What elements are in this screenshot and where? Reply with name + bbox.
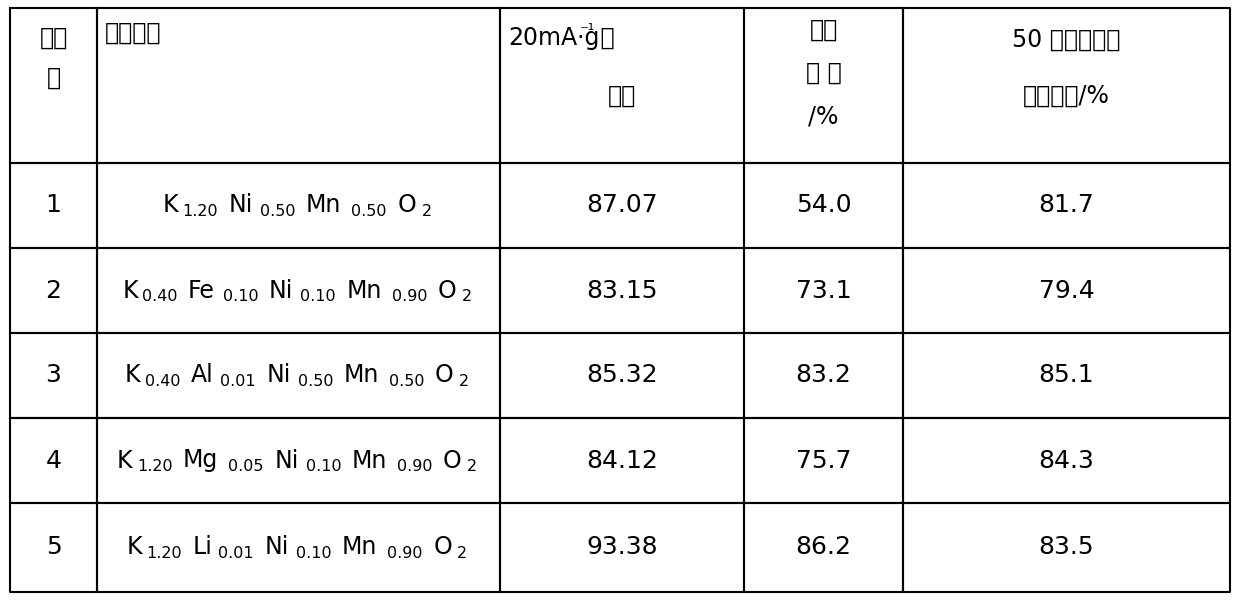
- Text: 2: 2: [467, 459, 477, 474]
- Text: Mn: Mn: [352, 449, 387, 473]
- Text: 85.1: 85.1: [1039, 364, 1095, 388]
- Text: 0.01: 0.01: [221, 374, 255, 389]
- Text: O: O: [438, 278, 456, 302]
- Text: 84.12: 84.12: [587, 449, 658, 473]
- Text: K: K: [125, 364, 140, 388]
- Text: /%: /%: [808, 104, 838, 128]
- Text: 容量: 容量: [608, 84, 636, 108]
- Text: 3: 3: [46, 364, 62, 388]
- Text: 81.7: 81.7: [1039, 193, 1095, 217]
- Text: 84.3: 84.3: [1039, 449, 1095, 473]
- Text: 83.15: 83.15: [587, 278, 657, 302]
- Text: 效 率: 效 率: [806, 61, 842, 85]
- Text: 例: 例: [46, 66, 61, 90]
- Text: 83.2: 83.2: [796, 364, 852, 388]
- Text: 86.2: 86.2: [796, 535, 852, 559]
- Text: O: O: [433, 535, 451, 559]
- Text: Al: Al: [191, 364, 213, 388]
- Text: Li: Li: [192, 535, 212, 559]
- Text: K: K: [117, 449, 133, 473]
- Text: 1: 1: [46, 193, 62, 217]
- Text: Ni: Ni: [264, 535, 289, 559]
- Text: 4: 4: [46, 449, 62, 473]
- Text: 量保持率/%: 量保持率/%: [1023, 84, 1110, 108]
- Text: 0.50: 0.50: [351, 204, 387, 219]
- Text: 2: 2: [46, 278, 62, 302]
- Text: 1.20: 1.20: [146, 546, 182, 561]
- Text: 79.4: 79.4: [1039, 278, 1095, 302]
- Text: Mn: Mn: [306, 193, 341, 217]
- Text: 75.7: 75.7: [796, 449, 851, 473]
- Text: 50 循环后的容: 50 循环后的容: [1012, 28, 1121, 52]
- Text: O: O: [397, 193, 417, 217]
- Text: 库伦: 库伦: [810, 18, 838, 42]
- Text: 93.38: 93.38: [587, 535, 657, 559]
- Text: Ni: Ni: [269, 278, 293, 302]
- Text: 0.10: 0.10: [223, 289, 258, 304]
- Text: 0.05: 0.05: [228, 459, 264, 474]
- Text: 2: 2: [422, 204, 432, 219]
- Text: Fe: Fe: [188, 278, 215, 302]
- Text: 0.50: 0.50: [298, 374, 334, 389]
- Text: 20mA·g: 20mA·g: [508, 26, 599, 50]
- Text: 0.10: 0.10: [296, 546, 331, 561]
- Text: 1.20: 1.20: [136, 459, 172, 474]
- Text: 85.32: 85.32: [587, 364, 657, 388]
- Text: Mn: Mn: [342, 535, 377, 559]
- Text: 0.10: 0.10: [305, 459, 341, 474]
- Text: 0.40: 0.40: [145, 374, 181, 389]
- Text: Ni: Ni: [267, 364, 290, 388]
- Text: 0.40: 0.40: [143, 289, 177, 304]
- Text: 0.50: 0.50: [389, 374, 424, 389]
- Text: 0.50: 0.50: [260, 204, 295, 219]
- Text: 2: 2: [458, 546, 467, 561]
- Text: O: O: [443, 449, 461, 473]
- Text: 83.5: 83.5: [1039, 535, 1095, 559]
- Text: 的: 的: [593, 26, 615, 50]
- Text: 0.10: 0.10: [300, 289, 336, 304]
- Text: 2: 2: [459, 374, 469, 389]
- Text: Mg: Mg: [182, 449, 218, 473]
- Text: 0.01: 0.01: [218, 546, 254, 561]
- Text: 2: 2: [461, 289, 472, 304]
- Text: Ni: Ni: [228, 193, 253, 217]
- Text: 73.1: 73.1: [796, 278, 852, 302]
- Text: ⁻¹: ⁻¹: [580, 22, 595, 40]
- Text: 5: 5: [46, 535, 61, 559]
- Text: 材料组成: 材料组成: [105, 21, 161, 45]
- Text: Mn: Mn: [343, 364, 378, 388]
- Text: 54.0: 54.0: [796, 193, 852, 217]
- Text: 87.07: 87.07: [587, 193, 657, 217]
- Text: Ni: Ni: [274, 449, 299, 473]
- Text: K: K: [162, 193, 179, 217]
- Text: 1.20: 1.20: [182, 204, 218, 219]
- Text: Mn: Mn: [346, 278, 382, 302]
- Text: 实施: 实施: [40, 26, 68, 50]
- Text: 0.90: 0.90: [397, 459, 433, 474]
- Text: 0.90: 0.90: [392, 289, 428, 304]
- Text: 0.90: 0.90: [387, 546, 423, 561]
- Text: K: K: [126, 535, 143, 559]
- Text: K: K: [122, 278, 138, 302]
- Text: O: O: [435, 364, 454, 388]
